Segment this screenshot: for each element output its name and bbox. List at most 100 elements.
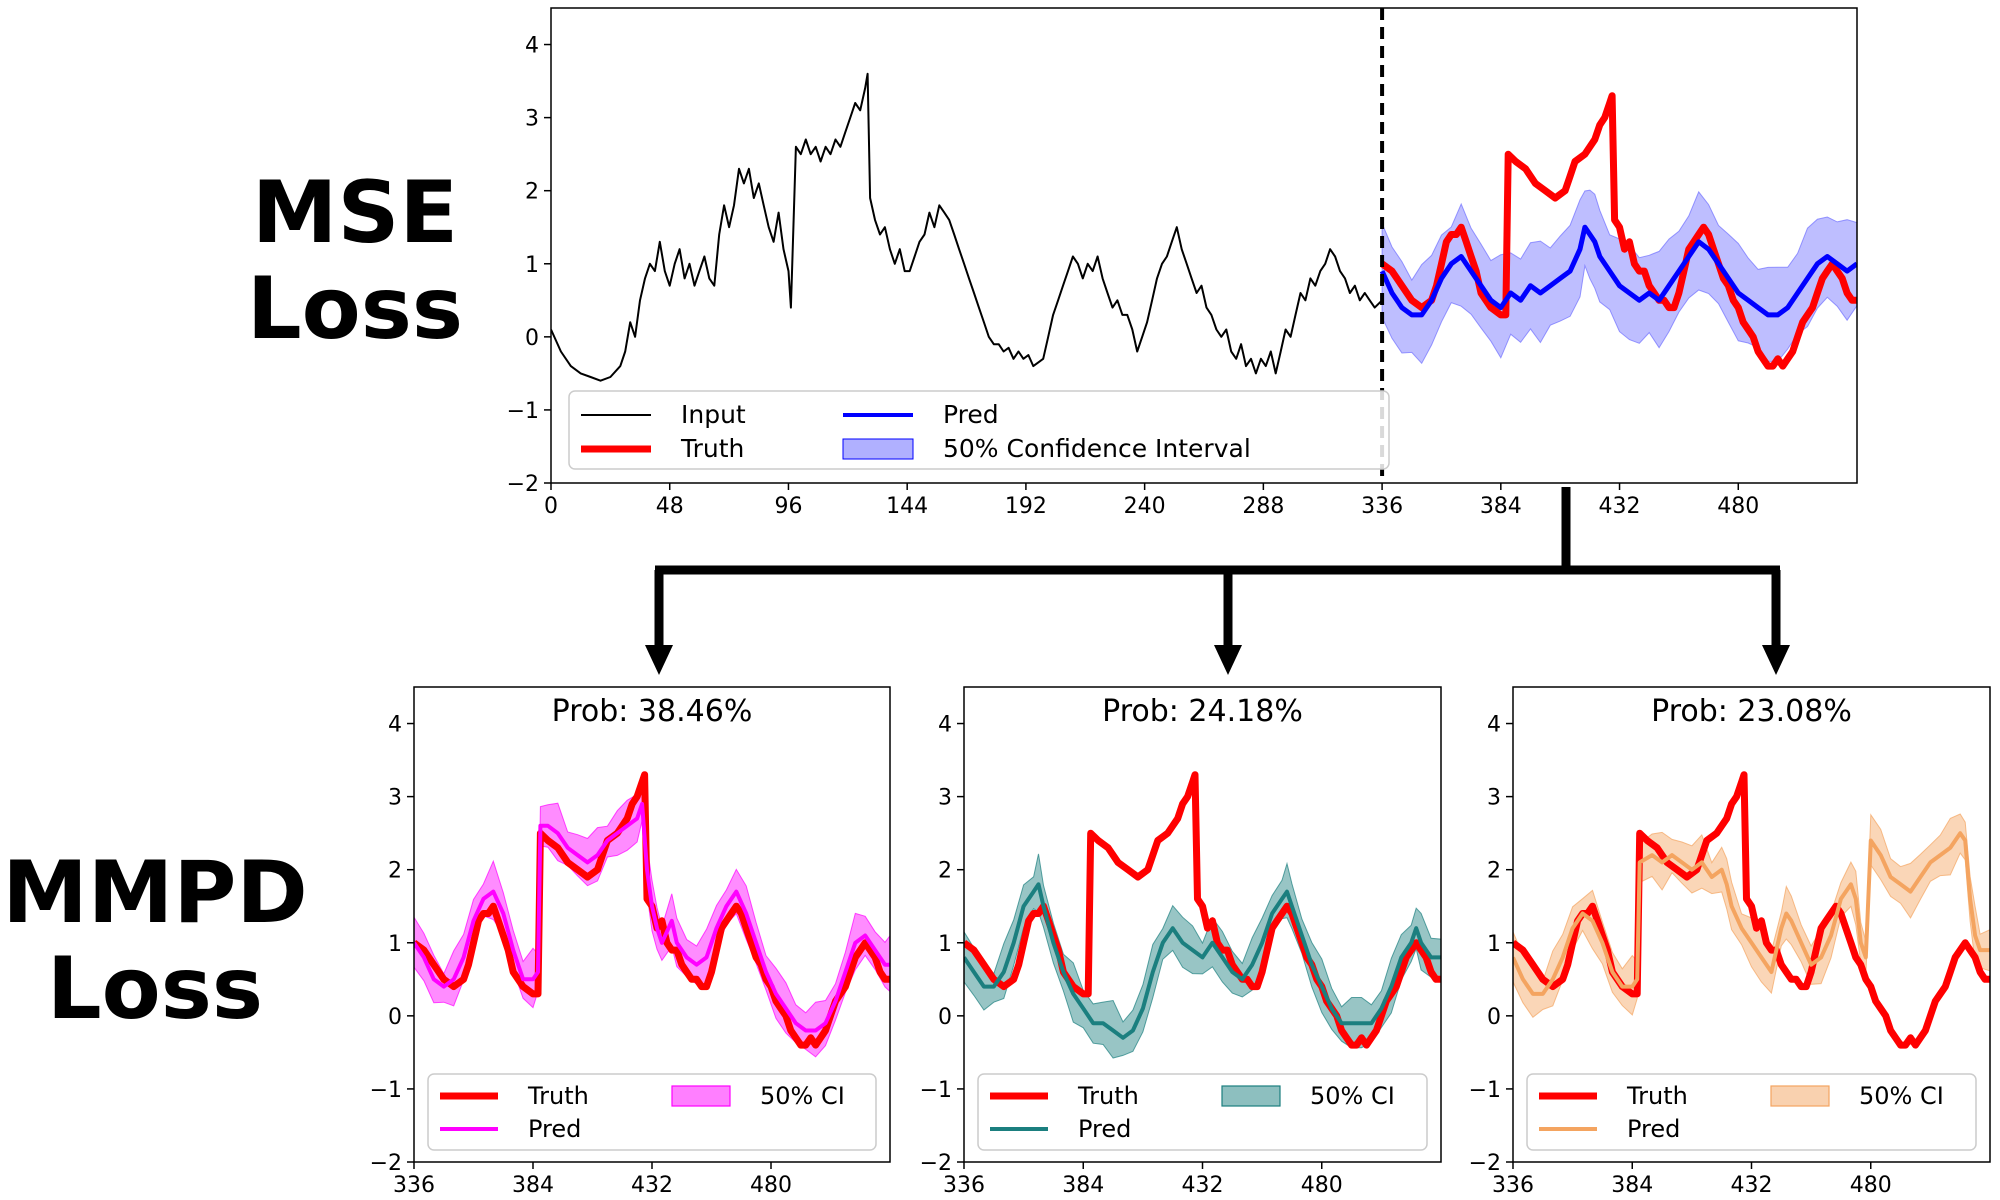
y-tick-label: 2 [1487, 859, 1501, 884]
legend: Truth 50% CI Pred [1526, 1073, 1977, 1151]
mse-loss-title: MSE Loss [225, 170, 485, 362]
y-tick-label: 4 [525, 34, 539, 59]
chart-title: Prob: 23.08% [1651, 694, 1852, 729]
x-tick-label: 480 [1301, 1173, 1343, 1198]
y-tick-label: 2 [388, 859, 402, 884]
axes-frame [550, 7, 1858, 484]
series-pred [964, 882, 1441, 1040]
y-tick-label: 0 [388, 1005, 402, 1030]
mmpd-title-line2: Loss [46, 939, 264, 1039]
y-tick-label: 1 [1487, 932, 1501, 957]
series-truth [414, 771, 890, 1049]
legend-swatch [671, 1085, 731, 1107]
y-tick-label: 3 [938, 786, 952, 811]
x-tick-label: 480 [1717, 494, 1759, 519]
chart-mode3: 336 384 432 480 −2 −1 0 1 2 3 4 Prob: 23.08% Truth 50… [1469, 686, 1991, 1198]
x-tick-label: 384 [1611, 1173, 1653, 1198]
x-tick-label: 0 [544, 494, 558, 519]
chart-mode1: 336 384 432 480 −2 −1 0 1 2 3 4 Prob: 38.46% Truth 50… [370, 686, 891, 1198]
x-tick-label: 336 [943, 1173, 985, 1198]
legend-box [1526, 1073, 1977, 1151]
x-tick-label: 480 [750, 1173, 792, 1198]
legend-label: Pred [528, 1115, 581, 1143]
plot-area [551, 72, 1857, 382]
legend-swatch [842, 438, 914, 460]
x-tick-label: 480 [1850, 1173, 1892, 1198]
legend: Truth 50% CI Pred [427, 1073, 877, 1151]
plot-area [414, 771, 890, 1058]
y-tick-label: 4 [388, 713, 402, 738]
x-tick-label: 432 [1599, 494, 1641, 519]
ci-band [1381, 189, 1857, 365]
connector-arrows [654, 487, 1781, 650]
y-tick-label: −2 [1469, 1151, 1501, 1176]
ci-band [414, 788, 890, 1058]
legend-label: Truth [1077, 1082, 1139, 1110]
mse-title-line2: Loss [246, 259, 464, 359]
chart-title: Prob: 38.46% [552, 694, 753, 729]
legend-label: 50% CI [760, 1082, 845, 1110]
series-truth [964, 771, 1441, 1049]
chart-mode2: 336 384 432 480 −2 −1 0 1 2 3 4 Prob: 24.18% Truth 50… [920, 686, 1442, 1198]
y-tick-label: 1 [388, 932, 402, 957]
x-tick-label: 432 [1182, 1173, 1224, 1198]
x-tick-label: 384 [1062, 1173, 1104, 1198]
arrow-head-3 [1762, 645, 1790, 675]
legend-label: Truth [680, 434, 744, 463]
mmpd-loss-title: MMPD Loss [0, 850, 310, 1042]
y-tick-label: −2 [507, 472, 539, 497]
chart-title: Prob: 24.18% [1102, 694, 1303, 729]
arrow-head-2 [1214, 645, 1242, 675]
mmpd-title-line1: MMPD [2, 843, 308, 943]
x-tick-label: 336 [393, 1173, 435, 1198]
y-tick-label: 1 [525, 253, 539, 278]
x-tick-label: 96 [774, 494, 802, 519]
y-tick-label: −1 [370, 1078, 402, 1103]
x-tick-label: 240 [1124, 494, 1166, 519]
legend-label: Truth [1626, 1082, 1688, 1110]
chart-mse: 0 48 96 144 192 240 288 336 384 432 480 −2 −1 0 1 2 3 4 In… [507, 7, 1858, 519]
y-tick-label: 1 [938, 932, 952, 957]
y-tick-label: 2 [938, 859, 952, 884]
x-tick-label: 432 [631, 1173, 673, 1198]
x-tick-label: 336 [1361, 494, 1403, 519]
legend-label: Pred [1078, 1115, 1131, 1143]
arrow-head-1 [645, 645, 673, 675]
legend-box [977, 1073, 1428, 1151]
legend-box [568, 390, 1390, 470]
series-pred [414, 801, 890, 1033]
y-tick-label: 3 [525, 107, 539, 132]
legend-box [427, 1073, 877, 1151]
y-tick-label: 0 [1487, 1005, 1501, 1030]
series-pred [1513, 831, 1990, 996]
y-tick-label: 2 [525, 180, 539, 205]
legend-swatch [1770, 1085, 1830, 1107]
y-tick-label: 4 [1487, 713, 1501, 738]
x-tick-label: 336 [1492, 1173, 1534, 1198]
y-tick-label: −1 [507, 399, 539, 424]
legend-label: 50% Confidence Interval [943, 434, 1251, 463]
y-tick-label: 3 [388, 786, 402, 811]
y-tick-label: 4 [938, 713, 952, 738]
y-tick-label: −1 [1469, 1078, 1501, 1103]
x-tick-label: 384 [1480, 494, 1522, 519]
y-tick-label: 3 [1487, 786, 1501, 811]
y-tick-label: −2 [920, 1151, 952, 1176]
legend: Truth 50% CI Pred [977, 1073, 1428, 1151]
legend-label: Pred [943, 400, 999, 429]
legend: Input Pred Truth 50% Confidence Interval [568, 390, 1390, 470]
legend-label: Pred [1627, 1115, 1680, 1143]
legend-label: Truth [527, 1082, 589, 1110]
series-input [551, 72, 1383, 382]
legend-label: 50% CI [1310, 1082, 1395, 1110]
x-tick-label: 192 [1005, 494, 1047, 519]
y-tick-label: 0 [938, 1005, 952, 1030]
y-tick-label: 0 [525, 326, 539, 351]
series-truth [1380, 92, 1857, 370]
charts-layer: 0 48 96 144 192 240 288 336 384 432 480−2−101234In… [370, 7, 1991, 1198]
plot-area [964, 771, 1441, 1059]
legend-label: Input [681, 400, 746, 429]
plot-area [1513, 771, 1990, 1049]
x-tick-label: 288 [1242, 494, 1284, 519]
